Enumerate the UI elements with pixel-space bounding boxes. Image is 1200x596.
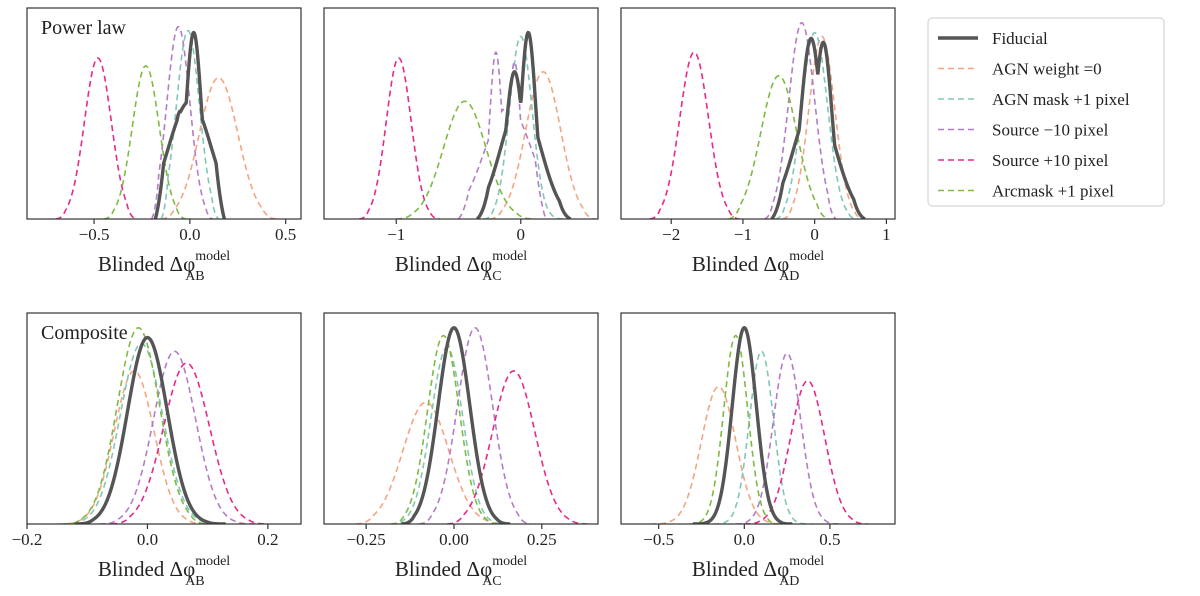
series-source-10-pixel bbox=[457, 51, 547, 219]
series-agn-mask-1-pixel bbox=[390, 346, 507, 524]
panel-title: Composite bbox=[41, 322, 128, 344]
curves bbox=[650, 326, 868, 524]
panel-title: Power law bbox=[41, 17, 127, 39]
panel-pl-ab: −0.5 0.0 0.5 Blinded Δφmodel AB Power law bbox=[26, 7, 302, 284]
x-tick-label: 0.0 bbox=[137, 530, 158, 549]
curves bbox=[57, 326, 268, 524]
x-tick-label: −0.2 bbox=[12, 530, 43, 549]
x-axis-label: Blinded Δφmodel AB bbox=[98, 249, 230, 284]
series-agn-weight-0 bbox=[650, 385, 788, 524]
axes-frame bbox=[26, 312, 302, 525]
x-tick-label: −1 bbox=[387, 225, 405, 244]
series-source-10-pixel bbox=[55, 57, 137, 219]
x-tick-label: −0.5 bbox=[643, 530, 674, 549]
x-axis-label: Blinded Δφmodel AD bbox=[692, 554, 824, 589]
axes-frame bbox=[26, 7, 302, 220]
x-tick-label: −0.25 bbox=[346, 530, 385, 549]
legend-label: AGN mask +1 pixel bbox=[992, 90, 1130, 109]
series-source-10-pixel bbox=[649, 51, 740, 219]
series-source-10-pixel bbox=[418, 326, 532, 524]
curves bbox=[55, 25, 277, 219]
legend-label: Fiducial bbox=[992, 29, 1048, 48]
series-source-10-pixel bbox=[111, 362, 268, 524]
series-fiducial bbox=[770, 36, 866, 219]
series-fiducial bbox=[401, 326, 511, 524]
series-arcmask-1-pixel bbox=[103, 65, 187, 219]
x-tick-label: 0.0 bbox=[179, 225, 200, 244]
x-tick-label: 0 bbox=[517, 225, 526, 244]
series-agn-weight-0 bbox=[782, 35, 865, 219]
x-axis-label: Blinded Δφmodel AC bbox=[395, 554, 527, 589]
x-axis-label: Blinded Δφmodel AB bbox=[98, 554, 230, 589]
legend: Fiducial AGN weight =0 AGN mask +1 pixel So… bbox=[927, 17, 1165, 207]
x-tick-label: 0.5 bbox=[275, 225, 296, 244]
series-agn-mask-1-pixel bbox=[713, 350, 813, 524]
panel-pl-ad: −2 −1 0 1 Blinded Δφmodel AD bbox=[620, 7, 896, 284]
series-agn-mask-1-pixel bbox=[775, 31, 858, 219]
curves bbox=[649, 21, 866, 219]
series-arcmask-1-pixel bbox=[728, 74, 830, 219]
legend-label: Source −10 pixel bbox=[992, 121, 1109, 140]
series-source-10-pixel bbox=[764, 21, 837, 219]
x-tick-label: 0.5 bbox=[819, 530, 840, 549]
series-fiducial bbox=[475, 30, 572, 219]
axes-frame bbox=[620, 7, 896, 220]
series-arcmask-1-pixel bbox=[689, 334, 779, 524]
x-tick-label: −0.5 bbox=[79, 225, 110, 244]
x-axis-label: Blinded Δφmodel AD bbox=[692, 249, 824, 284]
series-source-10-pixel bbox=[99, 350, 256, 524]
series-source-10-pixel bbox=[744, 379, 868, 524]
series-source-10-pixel bbox=[446, 370, 588, 524]
panels: −0.5 0.0 0.5 Blinded Δφmodel AB Power law −1 0 B… bbox=[12, 7, 896, 589]
series-agn-mask-1-pixel bbox=[63, 342, 220, 524]
x-tick-label: 0.00 bbox=[439, 530, 469, 549]
series-source-10-pixel bbox=[358, 57, 440, 219]
curves bbox=[355, 326, 588, 524]
x-tick-label: 0.2 bbox=[257, 530, 278, 549]
series-arcmask-1-pixel bbox=[390, 334, 500, 524]
series-fiducial bbox=[692, 326, 793, 524]
x-tick-label: −2 bbox=[662, 225, 680, 244]
x-tick-label: 1 bbox=[882, 225, 891, 244]
series-fiducial bbox=[75, 335, 226, 524]
series-agn-mask-1-pixel bbox=[483, 35, 565, 219]
axes-frame bbox=[323, 7, 599, 220]
x-tick-label: 0.0 bbox=[734, 530, 755, 549]
panel-pl-ac: −1 0 Blinded Δφmodel AC bbox=[323, 7, 599, 284]
panel-cp-ab: −0.2 0.0 0.2 Blinded Δφmodel AB Composite bbox=[12, 312, 302, 589]
x-tick-label: −1 bbox=[734, 225, 752, 244]
axes-frame bbox=[323, 312, 599, 525]
legend-label: Arcmask +1 pixel bbox=[992, 182, 1114, 201]
x-tick-label: 0 bbox=[810, 225, 819, 244]
x-axis-label: Blinded Δφmodel AC bbox=[395, 249, 527, 284]
series-agn-mask-1-pixel bbox=[160, 29, 220, 219]
series-source-10-pixel bbox=[735, 352, 839, 524]
series-arcmask-1-pixel bbox=[396, 100, 534, 219]
panel-cp-ad: −0.5 0.0 0.5 Blinded Δφmodel AD bbox=[620, 312, 896, 589]
axes-frame bbox=[620, 312, 896, 525]
curves bbox=[358, 30, 596, 219]
legend-frame bbox=[927, 17, 1165, 207]
series-agn-weight-0 bbox=[489, 71, 596, 219]
series-agn-weight-0 bbox=[355, 401, 507, 524]
x-tick-label: 0.25 bbox=[527, 530, 557, 549]
legend-label: Source +10 pixel bbox=[992, 151, 1109, 170]
legend-label: AGN weight =0 bbox=[992, 60, 1102, 79]
series-fiducial bbox=[153, 30, 227, 219]
